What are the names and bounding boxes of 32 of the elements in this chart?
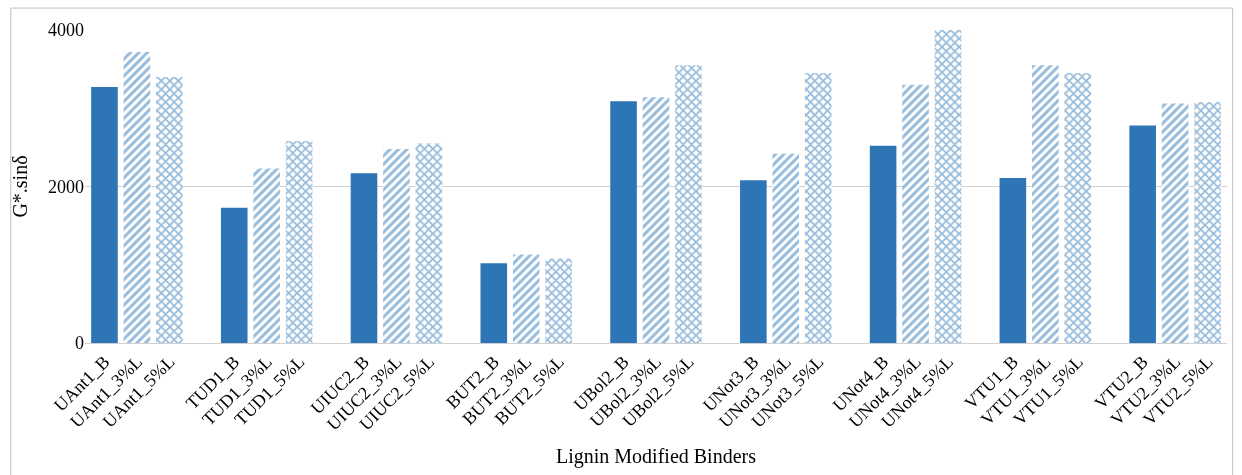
y-tick-label: 2000 <box>48 176 84 197</box>
bar <box>123 51 151 343</box>
bar <box>610 101 637 343</box>
bar <box>902 84 929 343</box>
bar <box>869 145 897 343</box>
bar <box>1064 73 1092 343</box>
y-tick-label: 0 <box>75 333 84 354</box>
bar <box>1194 101 1221 343</box>
bar <box>1161 103 1189 343</box>
bar <box>740 180 767 343</box>
bar <box>1129 125 1156 343</box>
bar <box>383 148 410 343</box>
bar <box>1032 65 1059 343</box>
bar <box>220 207 248 343</box>
bar <box>934 30 962 343</box>
y-axis-title: G*.sinδ <box>8 155 31 218</box>
bar <box>675 65 702 343</box>
bar <box>545 258 572 343</box>
x-axis-title: Lignin Modified Binders <box>556 444 757 468</box>
bar <box>415 143 443 343</box>
bar <box>156 76 183 343</box>
bar <box>642 97 670 343</box>
bar <box>253 168 280 343</box>
bar <box>350 173 378 343</box>
bar <box>480 263 508 343</box>
y-tick-label: 4000 <box>48 20 84 41</box>
bar <box>285 141 313 343</box>
bar <box>772 153 800 343</box>
bar <box>804 73 832 343</box>
bar <box>999 177 1027 343</box>
bar <box>512 254 540 343</box>
bar <box>91 87 118 343</box>
